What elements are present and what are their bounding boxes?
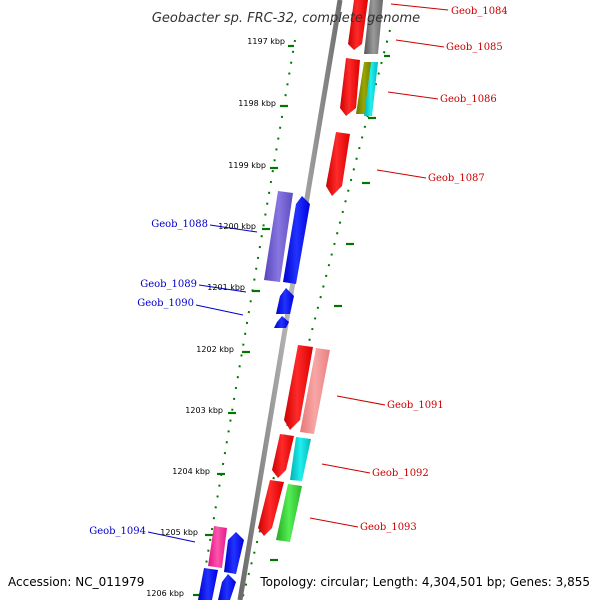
accession-text: Accession: NC_011979 (8, 575, 144, 589)
leader-line (395, 39, 445, 48)
leader-line (309, 517, 359, 528)
leader-line (195, 304, 244, 316)
leader-line (198, 284, 247, 293)
gene-geob-1086c[interactable] (364, 62, 378, 116)
gene-geob-1090[interactable] (274, 316, 289, 328)
tick-label: 1197 kbp (247, 37, 285, 46)
tick-label: 1200 kbp (218, 222, 256, 231)
gene-geob-1086b[interactable] (356, 62, 372, 114)
tick-label: 1206 kbp (146, 589, 184, 598)
tick-labels: 1197 kbp 1198 kbp 1199 kbp 1200 kbp 1201… (146, 37, 285, 598)
gene-geob-1094b[interactable] (224, 532, 244, 574)
gene-label[interactable]: Geob_1089 (140, 279, 197, 290)
gene-label[interactable]: Geob_1087 (428, 173, 485, 184)
gene-geob-1092[interactable] (290, 437, 311, 481)
gene-label[interactable]: Geob_1093 (360, 522, 417, 533)
leader-line (387, 91, 439, 100)
gene-geob-1095[interactable] (198, 568, 218, 600)
gene-geob-1084[interactable] (348, 0, 368, 50)
gene-geob-1093[interactable] (276, 484, 302, 542)
gene-geob-1092a[interactable] (272, 434, 294, 478)
gene-geob-1093a[interactable] (258, 480, 284, 536)
tick-label: 1203 kbp (185, 406, 223, 415)
tick-label: 1205 kbp (160, 528, 198, 537)
gene-label[interactable]: Geob_1088 (151, 219, 208, 230)
gene-geob-1089[interactable] (276, 288, 294, 314)
leader-line (321, 463, 371, 474)
gene-geob-1091[interactable] (300, 348, 330, 434)
gene-label[interactable]: Geob_1094 (89, 526, 146, 537)
gene-geob-1091a[interactable] (284, 345, 313, 430)
tick-label: 1204 kbp (172, 467, 210, 476)
gene-label[interactable]: Geob_1090 (137, 298, 194, 309)
gene-geob-1087[interactable] (326, 132, 350, 196)
label-leaders (147, 3, 449, 543)
leader-line (147, 531, 196, 543)
gene-geob-1088b[interactable] (283, 196, 310, 284)
gene-label[interactable]: Geob_1084 (451, 6, 508, 17)
gene-label[interactable]: Geob_1085 (446, 42, 503, 53)
gene-label[interactable]: Geob_1091 (387, 400, 444, 411)
gene-geob-1088[interactable] (264, 191, 293, 282)
forward-strand-genes (258, 0, 383, 542)
tick-label: 1201 kbp (207, 283, 245, 292)
tick-label: 1202 kbp (196, 345, 234, 354)
leader-line (390, 3, 449, 11)
gene-geob-1094[interactable] (208, 526, 227, 568)
gene-geob-1086a[interactable] (340, 58, 360, 116)
leader-line (209, 224, 258, 233)
inner-tick-track (199, 39, 296, 600)
gene-geob-1095b[interactable] (218, 574, 236, 600)
topology-text: Topology: circular; Length: 4,304,501 bp… (259, 575, 590, 589)
map-title: Geobacter sp. FRC-32, complete genome (152, 11, 420, 26)
gene-label[interactable]: Geob_1086 (440, 94, 497, 105)
reverse-strand-genes (198, 191, 310, 600)
tick-label: 1199 kbp (228, 161, 266, 170)
gene-geob-1085-part[interactable] (364, 0, 383, 54)
gene-labels: Geob_1084 Geob_1085 Geob_1086 Geob_1087 … (89, 6, 508, 537)
leader-line (376, 169, 427, 179)
leader-line (336, 395, 386, 406)
gene-label[interactable]: Geob_1092 (372, 468, 429, 479)
tick-label: 1198 kbp (238, 99, 276, 108)
